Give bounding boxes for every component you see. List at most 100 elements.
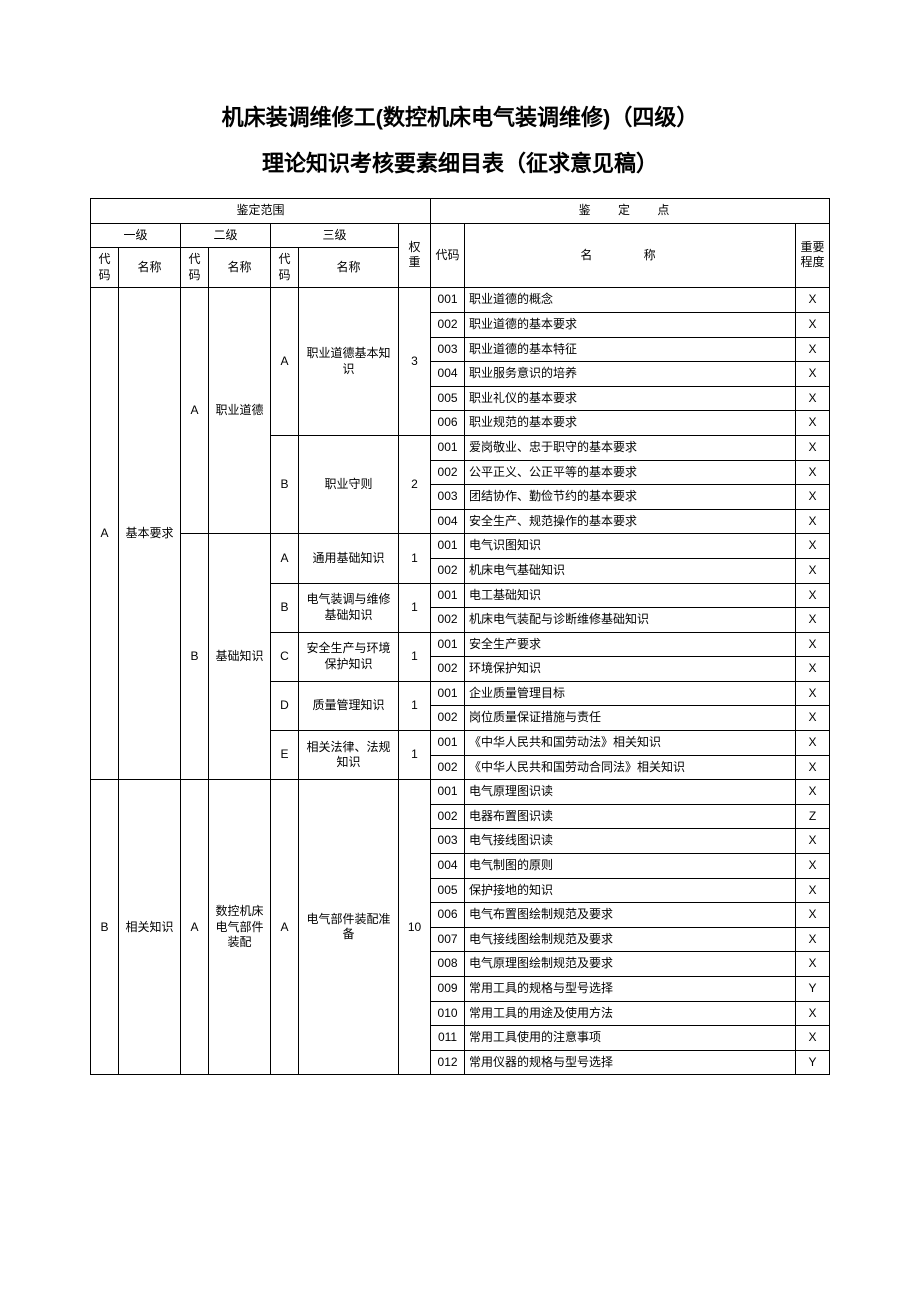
l3-code: A bbox=[271, 288, 299, 436]
pt-imp: X bbox=[795, 1001, 829, 1026]
hdr-weight: 权重 bbox=[399, 223, 431, 288]
pt-name: 机床电气装配与诊断维修基础知识 bbox=[465, 608, 796, 633]
pt-code: 011 bbox=[431, 1026, 465, 1051]
pt-imp: X bbox=[795, 583, 829, 608]
pt-code: 005 bbox=[431, 386, 465, 411]
pt-name: 团结协作、勤俭节约的基本要求 bbox=[465, 485, 796, 510]
pt-code: 004 bbox=[431, 362, 465, 387]
pt-code: 002 bbox=[431, 706, 465, 731]
pt-code: 009 bbox=[431, 977, 465, 1002]
l3-weight: 3 bbox=[399, 288, 431, 436]
hdr-l2: 二级 bbox=[181, 223, 271, 248]
pt-imp: X bbox=[795, 1026, 829, 1051]
pt-code: 002 bbox=[431, 804, 465, 829]
l1-name: 相关知识 bbox=[119, 780, 181, 1075]
hdr-l3: 三级 bbox=[271, 223, 399, 248]
hdr-pcode: 代码 bbox=[431, 223, 465, 288]
l3-weight: 1 bbox=[399, 583, 431, 632]
pt-code: 003 bbox=[431, 829, 465, 854]
hdr-l2-code: 代码 bbox=[181, 248, 209, 288]
pt-code: 007 bbox=[431, 927, 465, 952]
pt-name: 电气制图的原则 bbox=[465, 854, 796, 879]
pt-code: 001 bbox=[431, 681, 465, 706]
hdr-l1-name: 名称 bbox=[119, 248, 181, 288]
pt-name: 职业道德的概念 bbox=[465, 288, 796, 313]
title-line-1: 机床装调维修工(数控机床电气装调维修)（四级） bbox=[90, 100, 830, 132]
pt-code: 005 bbox=[431, 878, 465, 903]
hdr-l2-name: 名称 bbox=[209, 248, 271, 288]
pt-code: 010 bbox=[431, 1001, 465, 1026]
pt-imp: X bbox=[795, 927, 829, 952]
l3-code: C bbox=[271, 632, 299, 681]
pt-name: 电气原理图绘制规范及要求 bbox=[465, 952, 796, 977]
pt-name: 职业礼仪的基本要求 bbox=[465, 386, 796, 411]
pt-imp: Y bbox=[795, 1050, 829, 1075]
title-line-2: 理论知识考核要素细目表（征求意见稿） bbox=[90, 146, 830, 178]
pt-code: 001 bbox=[431, 632, 465, 657]
pt-code: 004 bbox=[431, 854, 465, 879]
pt-code: 012 bbox=[431, 1050, 465, 1075]
l3-name: 电气装调与维修基础知识 bbox=[299, 583, 399, 632]
pt-name: 常用工具的用途及使用方法 bbox=[465, 1001, 796, 1026]
hdr-l3-name: 名称 bbox=[299, 248, 399, 288]
l3-weight: 1 bbox=[399, 632, 431, 681]
pt-name: 电气识图知识 bbox=[465, 534, 796, 559]
pt-code: 001 bbox=[431, 288, 465, 313]
pt-code: 002 bbox=[431, 460, 465, 485]
l2-code: A bbox=[181, 288, 209, 534]
pt-code: 001 bbox=[431, 583, 465, 608]
pt-name: 《中华人民共和国劳动合同法》相关知识 bbox=[465, 755, 796, 780]
l1-name: 基本要求 bbox=[119, 288, 181, 780]
pt-name: 电工基础知识 bbox=[465, 583, 796, 608]
pt-name: 爱岗敬业、忠于职守的基本要求 bbox=[465, 435, 796, 460]
l3-name: 相关法律、法规知识 bbox=[299, 731, 399, 780]
l3-weight: 2 bbox=[399, 435, 431, 533]
pt-imp: X bbox=[795, 435, 829, 460]
pt-name: 安全生产要求 bbox=[465, 632, 796, 657]
hdr-pname: 名 称 bbox=[465, 223, 796, 288]
pt-name: 职业道德的基本要求 bbox=[465, 312, 796, 337]
l3-weight: 1 bbox=[399, 681, 431, 730]
pt-imp: X bbox=[795, 903, 829, 928]
pt-code: 006 bbox=[431, 903, 465, 928]
pt-name: 企业质量管理目标 bbox=[465, 681, 796, 706]
l3-weight: 1 bbox=[399, 534, 431, 583]
pt-name: 常用仪器的规格与型号选择 bbox=[465, 1050, 796, 1075]
pt-name: 电气接线图识读 bbox=[465, 829, 796, 854]
pt-name: 安全生产、规范操作的基本要求 bbox=[465, 509, 796, 534]
hdr-point: 鉴 定 点 bbox=[431, 199, 830, 224]
pt-imp: X bbox=[795, 337, 829, 362]
pt-imp: X bbox=[795, 534, 829, 559]
l3-code: B bbox=[271, 435, 299, 533]
l3-code: A bbox=[271, 780, 299, 1075]
hdr-scope: 鉴定范围 bbox=[91, 199, 431, 224]
pt-imp: X bbox=[795, 460, 829, 485]
pt-name: 岗位质量保证措施与责任 bbox=[465, 706, 796, 731]
l3-name: 质量管理知识 bbox=[299, 681, 399, 730]
pt-name: 机床电气基础知识 bbox=[465, 558, 796, 583]
pt-code: 008 bbox=[431, 952, 465, 977]
pt-imp: X bbox=[795, 706, 829, 731]
l2-code: B bbox=[181, 534, 209, 780]
pt-imp: X bbox=[795, 386, 829, 411]
l3-code: B bbox=[271, 583, 299, 632]
l3-code: D bbox=[271, 681, 299, 730]
pt-imp: Y bbox=[795, 977, 829, 1002]
hdr-imp: 重要程度 bbox=[795, 223, 829, 288]
pt-code: 003 bbox=[431, 337, 465, 362]
pt-code: 001 bbox=[431, 731, 465, 756]
pt-name: 《中华人民共和国劳动法》相关知识 bbox=[465, 731, 796, 756]
pt-code: 006 bbox=[431, 411, 465, 436]
pt-name: 电气布置图绘制规范及要求 bbox=[465, 903, 796, 928]
hdr-l1: 一级 bbox=[91, 223, 181, 248]
l2-code: A bbox=[181, 780, 209, 1075]
pt-code: 001 bbox=[431, 435, 465, 460]
pt-imp: X bbox=[795, 485, 829, 510]
hdr-l1-code: 代码 bbox=[91, 248, 119, 288]
l2-name: 数控机床电气部件装配 bbox=[209, 780, 271, 1075]
l2-name: 基础知识 bbox=[209, 534, 271, 780]
pt-name: 电器布置图识读 bbox=[465, 804, 796, 829]
pt-name: 电气接线图绘制规范及要求 bbox=[465, 927, 796, 952]
pt-imp: X bbox=[795, 632, 829, 657]
l3-name: 职业道德基本知识 bbox=[299, 288, 399, 436]
